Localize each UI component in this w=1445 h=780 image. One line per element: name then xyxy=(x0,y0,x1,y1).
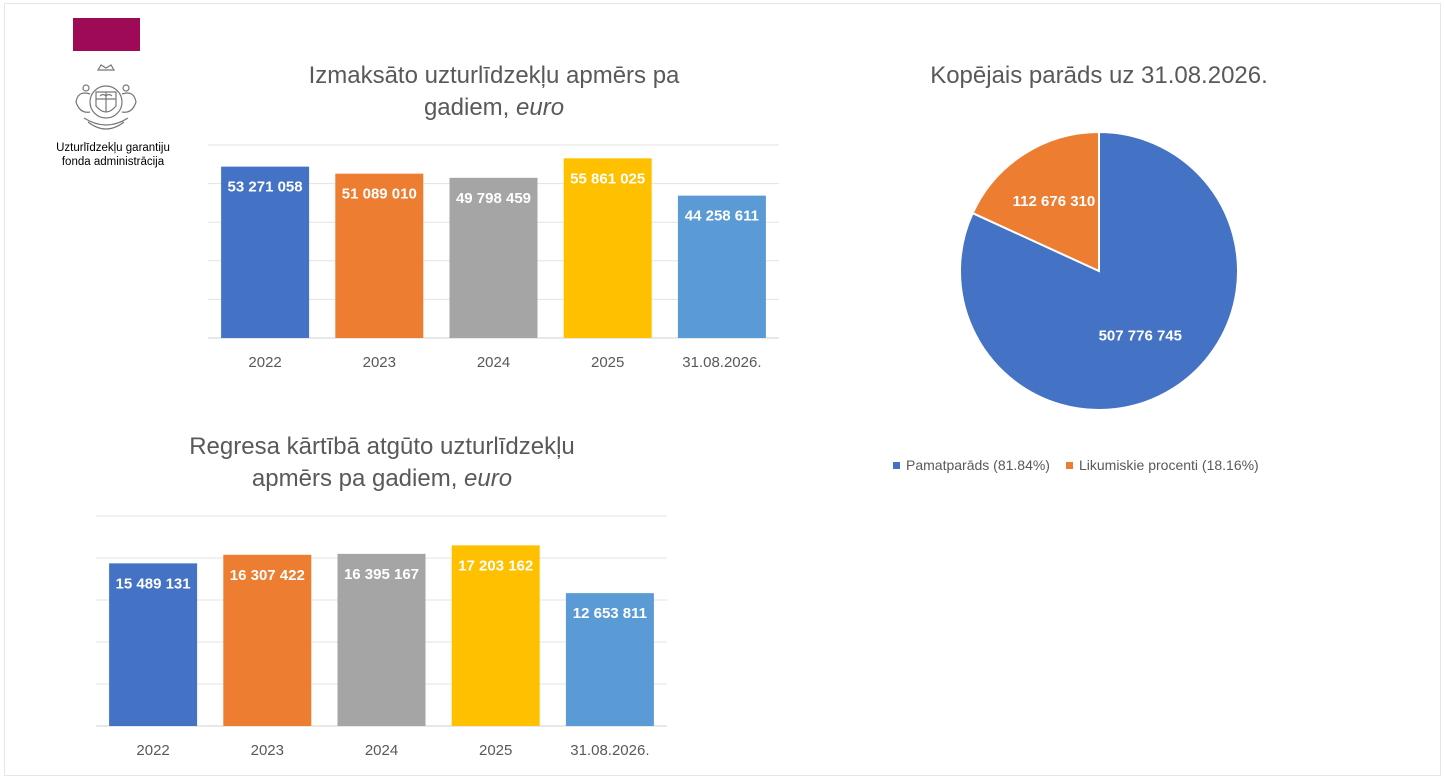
data-label: 16 307 422 xyxy=(230,567,305,584)
x-tick-label: 2024 xyxy=(477,354,510,371)
chart1-title-unit: euro xyxy=(516,94,565,121)
bar-31.08.2026. xyxy=(677,195,766,338)
chart2-title: Regresa kārtībā atgūto uzturlīdzekļu apm… xyxy=(132,431,632,495)
bar-2024 xyxy=(449,177,538,338)
legend-item-pamatparads: Pamatparāds (81.84%) xyxy=(893,457,1050,473)
brand-color-block xyxy=(73,18,140,51)
bar-2025 xyxy=(563,158,652,338)
bar-2025 xyxy=(451,545,540,726)
legend-label-likumiskie: Likumiskie procenti (18.16%) xyxy=(1078,457,1259,473)
legend-swatch-orange xyxy=(1065,461,1073,469)
chart1-title-line2-text: gadiem, xyxy=(423,94,516,121)
bar-2022 xyxy=(221,166,310,338)
bar-2023 xyxy=(223,554,312,726)
chart2-title-line1: Regresa kārtībā atgūto uzturlīdzekļu xyxy=(189,433,575,460)
x-tick-label: 31.08.2026. xyxy=(682,354,761,371)
bar-2024 xyxy=(337,553,426,726)
bar-chart-1: 53 271 058 2022 51 089 010 2023 49 798 459 20… xyxy=(208,144,779,371)
org-name-line2: fonda administrācija xyxy=(61,156,165,168)
data-label: 17 203 162 xyxy=(458,557,533,574)
data-label: 44 258 611 xyxy=(685,208,759,225)
x-tick-label: 2023 xyxy=(363,354,396,371)
chart1-title-line1: Izmaksāto uzturlīdzekļu apmērs pa xyxy=(308,62,680,89)
data-label: 53 271 058 xyxy=(228,179,303,196)
legend-label-pamatparads: Pamatparāds (81.84%) xyxy=(906,457,1050,473)
x-tick-label: 2024 xyxy=(365,742,398,759)
x-tick-label: 2025 xyxy=(479,742,512,759)
x-tick-label: 31.08.2026. xyxy=(570,742,649,759)
pie-chart: 507 776 745 112 676 310 xyxy=(959,130,1239,411)
data-label: 15 489 131 xyxy=(116,575,191,592)
pie-legend: Pamatparāds (81.84%) Likumiskie procenti… xyxy=(893,455,1259,475)
x-tick-label: 2022 xyxy=(136,742,169,759)
chart1-title: Izmaksāto uzturlīdzekļu apmērs pa gadiem… xyxy=(244,60,744,124)
x-tick-label: 2022 xyxy=(248,354,281,371)
legend-item-likumiskie: Likumiskie procenti (18.16%) xyxy=(1065,457,1259,473)
data-label: 51 089 010 xyxy=(342,186,417,203)
chart2-title-line2: apmērs pa gadiem, euro xyxy=(132,463,632,495)
bar-31.08.2026. xyxy=(565,593,654,726)
pie-data-label: 507 776 745 xyxy=(1099,327,1182,344)
chart2-title-line2-text: apmērs pa gadiem, xyxy=(251,465,465,492)
bar-2022 xyxy=(109,563,198,726)
chart3-title-text: Kopējais parāds uz 31.08.2026. xyxy=(930,62,1268,89)
organization-name: Uzturlīdzekļu garantiju fonda administrā… xyxy=(48,141,178,169)
x-tick-label: 2023 xyxy=(251,742,284,759)
pie-slice-2 xyxy=(971,130,1100,273)
coat-of-arms-icon xyxy=(75,64,137,130)
data-label: 49 798 459 xyxy=(456,190,531,207)
pie-slice-1 xyxy=(959,130,1239,411)
org-name-line1: Uzturlīdzekļu garantiju xyxy=(56,142,170,154)
chart1-title-line2: gadiem, euro xyxy=(244,92,744,124)
data-label: 12 653 811 xyxy=(573,605,647,622)
pie-data-label: 112 676 310 xyxy=(1013,193,1096,210)
bar-2023 xyxy=(335,173,424,338)
chart3-title: Kopējais parāds uz 31.08.2026. xyxy=(880,60,1318,92)
legend-swatch-blue xyxy=(893,461,900,469)
data-label: 16 395 167 xyxy=(344,566,419,583)
bar-chart-2: 15 489 131 2022 16 307 422 2023 16 395 167 20… xyxy=(96,515,667,759)
chart2-title-unit: euro xyxy=(464,465,513,492)
slide-frame xyxy=(4,3,1441,776)
x-tick-label: 2025 xyxy=(591,354,624,371)
data-label: 55 861 025 xyxy=(570,170,645,187)
